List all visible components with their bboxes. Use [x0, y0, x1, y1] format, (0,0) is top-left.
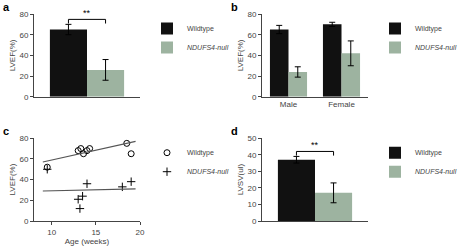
svg-text:Male: Male	[280, 100, 298, 109]
svg-text:15: 15	[91, 228, 100, 237]
svg-text:0: 0	[252, 217, 257, 226]
svg-text:60: 60	[19, 31, 28, 40]
svg-text:80: 80	[247, 10, 256, 19]
svg-text:40: 40	[247, 151, 256, 160]
svg-text:40: 40	[247, 51, 256, 60]
svg-text:20: 20	[247, 184, 256, 193]
svg-text:LVEF(%): LVEF(%)	[8, 39, 17, 71]
svg-text:NDUFS4-null: NDUFS4-null	[415, 44, 457, 51]
svg-text:LVSV(ul): LVSV(ul)	[236, 164, 245, 196]
svg-text:0: 0	[24, 217, 29, 226]
svg-text:NDUFS4-null: NDUFS4-null	[415, 168, 457, 175]
svg-text:d: d	[231, 125, 238, 137]
svg-text:Female: Female	[328, 100, 355, 109]
svg-text:80: 80	[19, 134, 28, 143]
svg-text:LVEF(%): LVEF(%)	[8, 163, 17, 195]
svg-text:50: 50	[247, 134, 256, 143]
svg-text:30: 30	[247, 167, 256, 176]
svg-text:20: 20	[247, 72, 256, 81]
svg-text:c: c	[3, 125, 9, 137]
svg-text:Wildtype: Wildtype	[187, 25, 214, 33]
svg-text:a: a	[3, 1, 10, 13]
svg-text:Age (weeks): Age (weeks)	[65, 237, 110, 246]
svg-text:b: b	[231, 1, 238, 13]
svg-text:**: **	[83, 8, 91, 18]
svg-text:NDUFS4-null: NDUFS4-null	[187, 168, 229, 175]
svg-text:20: 20	[19, 72, 28, 81]
svg-text:NDUFS4-null: NDUFS4-null	[187, 44, 229, 51]
svg-text:0: 0	[252, 93, 257, 102]
svg-text:80: 80	[19, 10, 28, 19]
svg-text:Wildtype: Wildtype	[415, 25, 442, 33]
svg-text:0: 0	[24, 93, 29, 102]
svg-text:10: 10	[47, 228, 56, 237]
svg-text:10: 10	[247, 200, 256, 209]
svg-text:60: 60	[247, 31, 256, 40]
svg-text:LVEF(%): LVEF(%)	[236, 39, 245, 71]
svg-text:20: 20	[19, 196, 28, 205]
svg-text:40: 40	[19, 175, 28, 184]
svg-text:20: 20	[136, 228, 145, 237]
svg-text:40: 40	[19, 51, 28, 60]
svg-text:**: **	[311, 140, 319, 150]
svg-text:Wildtype: Wildtype	[187, 149, 214, 157]
svg-text:Wildtype: Wildtype	[415, 149, 442, 157]
svg-text:60: 60	[19, 155, 28, 164]
